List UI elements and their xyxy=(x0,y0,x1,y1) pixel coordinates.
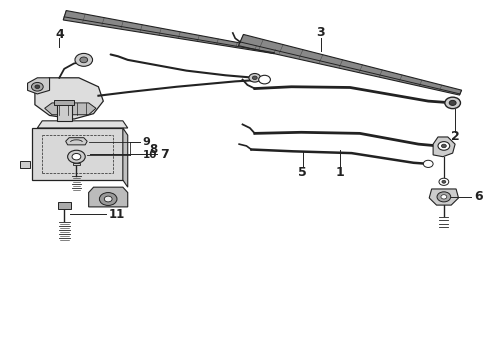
Text: 10: 10 xyxy=(143,150,157,160)
Circle shape xyxy=(438,141,450,150)
Polygon shape xyxy=(27,78,49,94)
Circle shape xyxy=(441,195,447,199)
Bar xyxy=(20,161,30,168)
Circle shape xyxy=(252,76,257,80)
Text: 7: 7 xyxy=(160,148,169,161)
Circle shape xyxy=(439,178,449,185)
Polygon shape xyxy=(123,128,128,187)
Polygon shape xyxy=(66,138,87,145)
Polygon shape xyxy=(32,128,123,180)
Circle shape xyxy=(259,75,270,84)
Circle shape xyxy=(104,196,112,202)
Text: 6: 6 xyxy=(474,190,482,203)
Bar xyxy=(58,202,71,209)
Bar xyxy=(57,103,72,121)
Circle shape xyxy=(449,100,456,105)
Bar xyxy=(73,163,80,165)
Polygon shape xyxy=(37,121,128,128)
Circle shape xyxy=(442,180,446,183)
Polygon shape xyxy=(45,103,96,115)
Circle shape xyxy=(75,53,93,66)
Circle shape xyxy=(441,144,446,148)
Polygon shape xyxy=(89,187,128,207)
Text: 9: 9 xyxy=(143,138,150,147)
Bar xyxy=(54,100,74,105)
Circle shape xyxy=(249,73,261,82)
Polygon shape xyxy=(429,189,459,205)
Text: 1: 1 xyxy=(336,166,344,179)
Text: 5: 5 xyxy=(298,166,307,179)
Circle shape xyxy=(99,193,117,206)
Circle shape xyxy=(68,150,85,163)
Text: 11: 11 xyxy=(108,208,124,221)
Circle shape xyxy=(31,82,43,91)
Polygon shape xyxy=(35,78,103,119)
Text: 2: 2 xyxy=(451,130,460,144)
Circle shape xyxy=(423,160,433,167)
Circle shape xyxy=(72,153,81,160)
Polygon shape xyxy=(63,10,275,54)
Text: 4: 4 xyxy=(55,28,64,41)
Polygon shape xyxy=(239,35,462,95)
Circle shape xyxy=(80,57,88,63)
Text: 8: 8 xyxy=(150,143,158,156)
Polygon shape xyxy=(433,137,455,157)
Text: 3: 3 xyxy=(317,27,325,40)
Circle shape xyxy=(437,192,451,202)
Circle shape xyxy=(35,85,40,89)
Circle shape xyxy=(445,97,461,109)
